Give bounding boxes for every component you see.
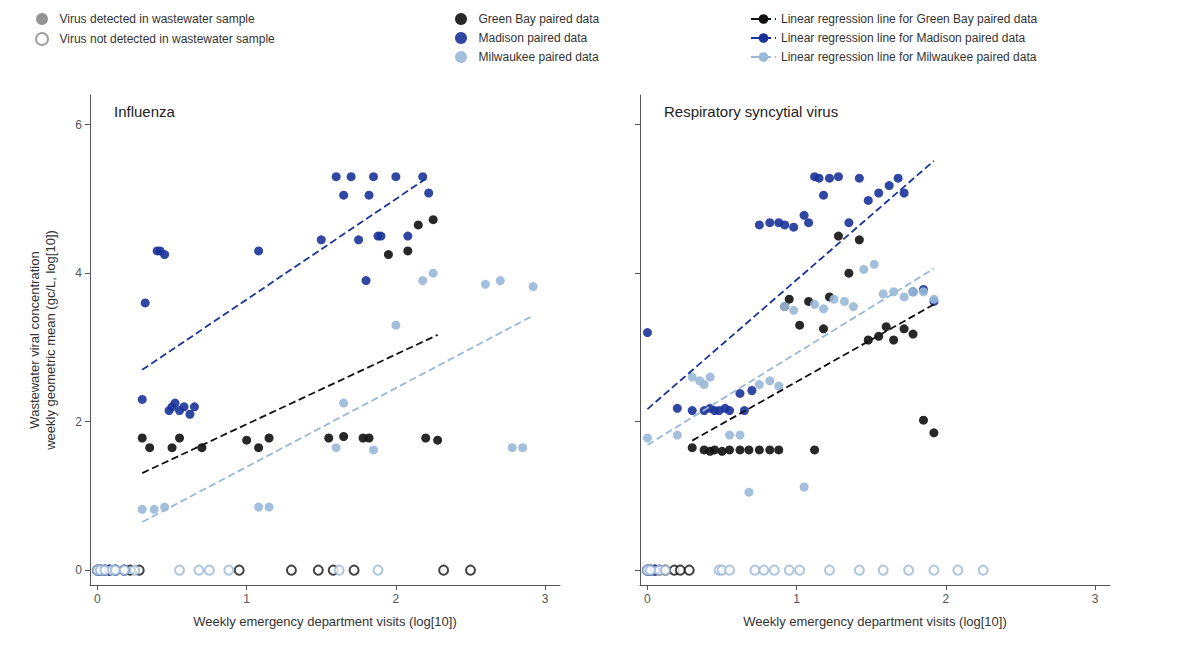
- svg-text:1: 1: [793, 592, 800, 606]
- svg-text:Linear regression line for Mad: Linear regression line for Madison paire…: [781, 31, 1025, 45]
- svg-text:1: 1: [243, 592, 250, 606]
- svg-text:3: 3: [1092, 592, 1099, 606]
- svg-text:0: 0: [75, 563, 82, 577]
- svg-text:Wastewater viral concentration: Wastewater viral concentration: [27, 251, 42, 428]
- svg-text:Linear regression line for Mil: Linear regression line for Milwaukee pai…: [781, 50, 1037, 64]
- svg-text:Linear regression line for Gre: Linear regression line for Green Bay pai…: [781, 12, 1037, 26]
- svg-text:2: 2: [393, 592, 400, 606]
- svg-text:Green Bay paired data: Green Bay paired data: [479, 12, 600, 26]
- svg-text:Madison paired data: Madison paired data: [479, 31, 588, 45]
- svg-text:2: 2: [943, 592, 950, 606]
- svg-text:3: 3: [542, 592, 549, 606]
- svg-text:6: 6: [75, 118, 82, 132]
- svg-text:Weekly emergency department vi: Weekly emergency department visits (log[…: [193, 614, 456, 629]
- svg-text:Milwaukee paired data: Milwaukee paired data: [479, 50, 599, 64]
- svg-text:4: 4: [75, 266, 82, 280]
- svg-text:0: 0: [644, 592, 651, 606]
- svg-text:Virus detected in wastewater s: Virus detected in wastewater sample: [60, 12, 256, 26]
- svg-text:0: 0: [94, 592, 101, 606]
- svg-text:Respiratory syncytial virus: Respiratory syncytial virus: [664, 103, 838, 120]
- svg-text:Influenza: Influenza: [114, 103, 176, 120]
- svg-text:Virus not detected in wastewat: Virus not detected in wastewater sample: [60, 32, 276, 46]
- svg-text:Weekly emergency department vi: Weekly emergency department visits (log[…: [743, 614, 1006, 629]
- svg-text:weekly geometric mean (gc/L, l: weekly geometric mean (gc/L, log[10]): [43, 230, 58, 451]
- svg-text:2: 2: [75, 415, 82, 429]
